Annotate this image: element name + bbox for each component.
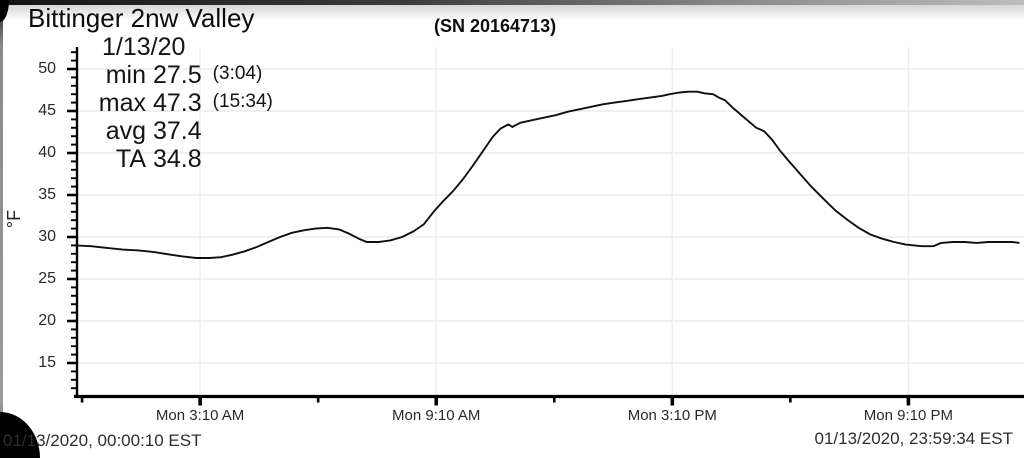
- min-value: 27.5: [153, 61, 202, 89]
- y-axis-tick-label-45: 45: [38, 102, 56, 119]
- y-axis-tick-label-20: 20: [38, 312, 56, 329]
- max-time: (15:34): [212, 91, 273, 112]
- screenshot-top-fade: [0, 5, 1024, 21]
- series-end-timestamp: 01/13/2020, 23:59:34 EST: [814, 429, 1014, 448]
- series-start-timestamp: 01/13/2020, 00:00:10 EST: [3, 431, 202, 450]
- y-axis-tick-label-35: 35: [38, 186, 56, 203]
- serial-number-label: (SN 20164713): [434, 16, 557, 36]
- daily-stats-block: 1/13/20 min 27.5 (3:04) max 47.3 (15:34)…: [88, 33, 273, 173]
- stat-row-max: max 47.3 (15:34): [88, 89, 273, 117]
- avg-value: 37.4: [153, 117, 202, 145]
- x-axis-tick-label-2: Mon 3:10 PM: [627, 407, 717, 424]
- station-title: Bittinger 2nw Valley: [28, 3, 255, 33]
- screenshot-top-shadow: [0, 0, 1024, 5]
- min-label: min: [105, 61, 146, 89]
- y-axis-tick-label-25: 25: [38, 270, 56, 287]
- temperature-series-line: [75, 90, 1020, 259]
- x-axis-tick-label-1: Mon 9:10 AM: [392, 407, 481, 424]
- x-axis-tick-label-0: Mon 3:10 AM: [155, 407, 245, 424]
- stats-date: 1/13/20: [102, 33, 186, 61]
- max-value: 47.3: [153, 89, 202, 117]
- min-time: (3:04): [212, 63, 263, 84]
- ta-value: 34.8: [153, 145, 202, 173]
- screen-corner-mask-top-left: [0, 0, 9, 22]
- y-axis-tick-label-30: 30: [38, 228, 56, 245]
- stat-row-avg: avg 37.4: [88, 117, 273, 145]
- y-axis-unit-label: °F: [4, 209, 24, 229]
- ta-label: TA: [115, 145, 146, 173]
- y-axis-tick-label-40: 40: [38, 144, 56, 161]
- avg-label: avg: [105, 117, 146, 145]
- stat-row-ta: TA 34.8: [88, 145, 273, 173]
- y-axis-tick-label-15: 15: [38, 354, 56, 371]
- stat-row-min: min 27.5 (3:04): [88, 61, 273, 89]
- x-axis-tick-label-3: Mon 9:10 PM: [863, 407, 954, 424]
- max-label: max: [98, 89, 146, 117]
- screenshot-left-edge: [0, 0, 3, 458]
- y-axis-tick-label-50: 50: [38, 60, 56, 77]
